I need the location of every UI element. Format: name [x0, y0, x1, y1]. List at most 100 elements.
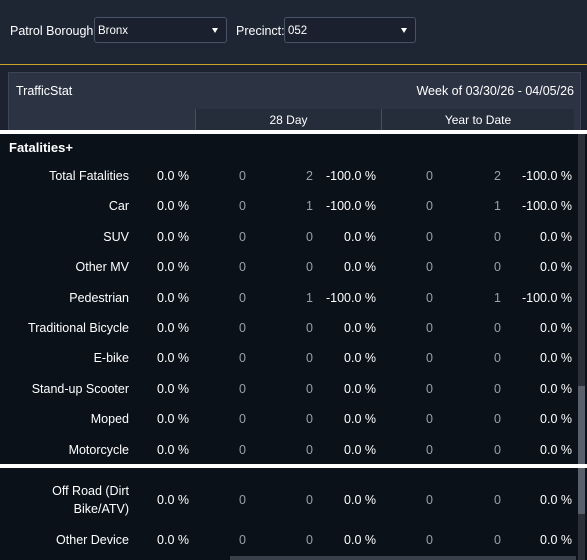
cell-dchg: 0.0 %	[344, 442, 376, 457]
cell-d1: 0	[239, 381, 246, 396]
cell-d1: 0	[239, 412, 246, 427]
cell-d1: 0	[239, 169, 246, 183]
cell-d1: 0	[239, 290, 246, 305]
cell-y2: 0	[494, 229, 501, 244]
row-label: Moped	[90, 412, 129, 427]
section-divider	[0, 130, 587, 134]
fatalities-table-panel-lower: Off Road (Dirt Bike/ATV) 0.0 % 0 0 0.0 % 0 0 0.0…	[0, 468, 587, 560]
row-label: Motorcycle	[68, 442, 129, 457]
cell-dchg: -100.0 %	[325, 290, 376, 305]
cell-ychg: -100.0 %	[521, 169, 572, 183]
cell-pct: 0.0 %	[157, 321, 189, 335]
cell-pct: 0.0 %	[157, 533, 189, 547]
row-label-line: Bike/ATV)	[73, 502, 129, 516]
precinct-select[interactable]: 052	[284, 17, 416, 43]
row-label: Pedestrian	[69, 290, 129, 305]
cell-dchg: 0.0 %	[344, 493, 376, 507]
vertical-scrollbar[interactable]	[578, 134, 585, 464]
cell-d1: 0	[239, 260, 246, 275]
report-title: TrafficStat	[16, 84, 73, 98]
cell-y1: 0	[426, 351, 433, 366]
cell-d2: 0	[306, 493, 313, 507]
cell-pct: 0.0 %	[157, 351, 189, 366]
table-row: Total Fatalities 0.0 % 0 2 -100.0 % 0 2 -100.0 …	[0, 161, 587, 191]
cell-pct: 0.0 %	[157, 493, 189, 507]
cell-ychg: 0.0 %	[540, 260, 572, 275]
cell-y1: 0	[426, 381, 433, 396]
table-row: E-bike 0.0 % 0 0 0.0 % 0 0 0.0 %	[0, 343, 587, 373]
cell-ychg: 0.0 %	[540, 442, 572, 457]
cell-y2: 0	[494, 493, 501, 507]
cell-y2: 0	[494, 381, 501, 396]
table-row: Other Device 0.0 % 0 0 0.0 % 0 0 0.0 %	[0, 520, 587, 560]
scrollbar-thumb[interactable]	[578, 386, 585, 464]
cell-d1: 0	[239, 229, 246, 244]
cell-y2: 2	[494, 169, 501, 183]
cell-y1: 0	[426, 199, 433, 214]
fatalities-table-panel: Fatalities+ Total Fatalities 0.0 % 0 2 -100.…	[0, 134, 587, 464]
table-row: Car 0.0 % 0 1 -100.0 % 0 1 -100.0 %	[0, 191, 587, 221]
section-divider	[0, 464, 587, 468]
table-row: Moped 0.0 % 0 0 0.0 % 0 0 0.0 %	[0, 404, 587, 434]
cell-pct: 0.0 %	[157, 229, 189, 244]
cell-pct: 0.0 %	[157, 169, 189, 183]
row-label-line: Off Road (Dirt	[52, 484, 129, 498]
cell-y2: 1	[494, 199, 501, 214]
row-label: E-bike	[93, 351, 129, 366]
cell-d1: 0	[239, 199, 246, 214]
column-header-28day: 28 Day	[195, 109, 381, 131]
cell-d2: 0	[306, 533, 313, 547]
cell-d2: 1	[306, 290, 313, 305]
table-row: Traditional Bicycle 0.0 % 0 0 0.0 % 0 0 0.0 %	[0, 313, 587, 343]
cell-y1: 0	[426, 169, 433, 183]
precinct-label: Precinct:	[236, 24, 285, 38]
cell-d2: 2	[306, 169, 313, 183]
cell-ychg: 0.0 %	[540, 533, 572, 547]
cell-pct: 0.0 %	[157, 381, 189, 396]
cell-d1: 0	[239, 493, 246, 507]
report-header: TrafficStat Week of 03/30/26 - 04/05/26 …	[8, 72, 581, 132]
cell-y2: 1	[494, 290, 501, 305]
cell-pct: 0.0 %	[157, 260, 189, 275]
cell-ychg: 0.0 %	[540, 381, 572, 396]
cell-y1: 0	[426, 260, 433, 275]
cell-d2: 0	[306, 442, 313, 457]
cell-y1: 0	[426, 412, 433, 427]
row-label: SUV	[103, 229, 129, 244]
cell-ychg: 0.0 %	[540, 412, 572, 427]
cell-pct: 0.0 %	[157, 442, 189, 457]
cell-dchg: 0.0 %	[344, 229, 376, 244]
borough-select[interactable]: Bronx	[94, 17, 227, 43]
cell-y1: 0	[426, 493, 433, 507]
cell-dchg: 0.0 %	[344, 412, 376, 427]
cell-dchg: -100.0 %	[325, 169, 376, 183]
cell-d2: 0	[306, 412, 313, 427]
cell-y1: 0	[426, 442, 433, 457]
cell-dchg: 0.0 %	[344, 260, 376, 275]
cell-d1: 0	[239, 442, 246, 457]
cell-dchg: 0.0 %	[344, 381, 376, 396]
filter-bar: Patrol Borough: Bronx Precinct: 052	[0, 0, 587, 65]
cell-pct: 0.0 %	[157, 412, 189, 427]
cell-ychg: 0.0 %	[540, 351, 572, 366]
table-row: Pedestrian 0.0 % 0 1 -100.0 % 0 1 -100.0 %	[0, 283, 587, 313]
cell-pct: 0.0 %	[157, 290, 189, 305]
cell-dchg: 0.0 %	[344, 533, 376, 547]
cell-y1: 0	[426, 290, 433, 305]
row-label: Other Device	[56, 533, 129, 547]
horizontal-scrollbar[interactable]	[230, 556, 576, 560]
column-header-ytd: Year to Date	[381, 109, 574, 131]
cell-d2: 0	[306, 229, 313, 244]
cell-y1: 0	[426, 321, 433, 335]
cell-ychg: 0.0 %	[540, 229, 572, 244]
vertical-scrollbar[interactable]	[578, 468, 585, 560]
table-row: Off Road (Dirt Bike/ATV) 0.0 % 0 0 0.0 % 0 0 0.0…	[0, 480, 587, 520]
precinct-select-value: 052	[288, 25, 308, 37]
cell-dchg: 0.0 %	[344, 321, 376, 335]
table-row: Other MV 0.0 % 0 0 0.0 % 0 0 0.0 %	[0, 252, 587, 282]
cell-y2: 0	[494, 321, 501, 335]
scrollbar-thumb[interactable]	[578, 468, 585, 514]
row-label: Car	[108, 199, 129, 214]
cell-d2: 0	[306, 351, 313, 366]
table-row: SUV 0.0 % 0 0 0.0 % 0 0 0.0 %	[0, 222, 587, 252]
